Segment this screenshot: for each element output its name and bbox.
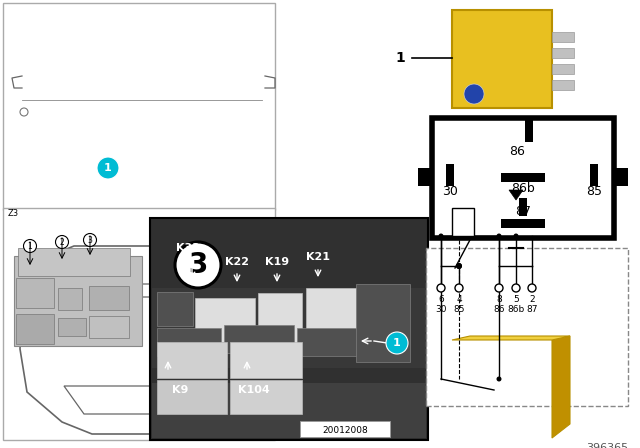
Polygon shape — [452, 336, 570, 340]
Bar — [58, 288, 82, 310]
Bar — [614, 168, 628, 186]
Circle shape — [497, 233, 502, 238]
Circle shape — [56, 236, 68, 249]
Bar — [432, 118, 614, 238]
Circle shape — [497, 376, 502, 382]
Bar — [14, 256, 142, 346]
Bar — [501, 219, 545, 228]
Text: 86b: 86b — [508, 306, 525, 314]
Text: K22: K22 — [225, 257, 249, 267]
Text: 1: 1 — [104, 163, 112, 173]
Bar — [552, 48, 574, 58]
Text: 30: 30 — [442, 185, 458, 198]
Bar — [157, 328, 221, 356]
Bar — [150, 218, 428, 440]
Text: 20012008: 20012008 — [322, 426, 368, 435]
Text: K21: K21 — [306, 252, 330, 262]
Circle shape — [455, 284, 463, 292]
Text: 85: 85 — [586, 185, 602, 198]
Bar — [297, 328, 357, 356]
Text: K33a: K33a — [177, 243, 207, 253]
Circle shape — [438, 233, 444, 238]
Text: K9: K9 — [172, 385, 188, 395]
Text: 86: 86 — [509, 145, 525, 158]
Circle shape — [97, 157, 119, 179]
Polygon shape — [552, 336, 570, 438]
Bar — [552, 32, 574, 42]
Text: 87: 87 — [515, 204, 531, 217]
Bar — [525, 120, 533, 142]
Text: 8: 8 — [496, 296, 502, 305]
Text: 30: 30 — [435, 306, 447, 314]
Circle shape — [175, 242, 221, 288]
Bar — [356, 284, 410, 362]
Bar — [552, 64, 574, 74]
Circle shape — [437, 284, 445, 292]
Bar — [590, 164, 598, 186]
Bar — [89, 286, 129, 310]
Bar — [452, 10, 552, 108]
Bar — [501, 173, 545, 182]
Text: K19: K19 — [265, 257, 289, 267]
Bar — [230, 380, 302, 414]
Text: Z3: Z3 — [8, 209, 19, 218]
Text: 3: 3 — [88, 236, 92, 245]
Bar — [157, 380, 227, 414]
Circle shape — [386, 332, 408, 354]
Bar — [16, 314, 54, 344]
Bar — [300, 421, 390, 437]
Bar — [3, 208, 275, 440]
Circle shape — [513, 233, 518, 238]
Bar — [16, 278, 54, 308]
Bar — [426, 248, 628, 406]
Text: 1: 1 — [393, 338, 401, 348]
Bar — [452, 208, 474, 236]
Bar — [157, 342, 227, 378]
Bar — [18, 248, 130, 276]
Text: 85: 85 — [453, 306, 465, 314]
Text: K104: K104 — [238, 385, 270, 395]
Bar — [418, 168, 432, 186]
Bar — [3, 3, 275, 210]
Text: 396365: 396365 — [586, 443, 628, 448]
Text: 87: 87 — [526, 306, 538, 314]
Bar — [230, 342, 302, 378]
Circle shape — [495, 284, 503, 292]
Bar — [224, 325, 294, 353]
Text: 3: 3 — [188, 251, 208, 279]
Bar — [58, 318, 86, 336]
Text: 86: 86 — [493, 306, 505, 314]
Bar — [89, 316, 129, 338]
Bar — [157, 292, 193, 326]
Bar — [306, 288, 356, 340]
Text: 2: 2 — [60, 237, 65, 246]
Text: 4: 4 — [456, 296, 462, 305]
Bar — [519, 198, 527, 216]
Circle shape — [456, 263, 462, 269]
Bar — [552, 80, 574, 90]
Circle shape — [464, 84, 484, 104]
Polygon shape — [509, 190, 523, 200]
Text: 86b: 86b — [511, 182, 535, 195]
Bar — [258, 293, 302, 343]
Bar — [195, 298, 255, 342]
Text: 1: 1 — [28, 241, 33, 250]
Bar — [446, 164, 454, 186]
Circle shape — [456, 263, 462, 269]
Bar — [152, 288, 426, 368]
Circle shape — [512, 284, 520, 292]
Text: 6: 6 — [438, 296, 444, 305]
Circle shape — [83, 233, 97, 246]
Text: 5: 5 — [513, 296, 519, 305]
Bar — [152, 383, 426, 438]
Text: 1: 1 — [395, 51, 405, 65]
Text: 2: 2 — [529, 296, 535, 305]
Circle shape — [24, 240, 36, 253]
Circle shape — [528, 284, 536, 292]
